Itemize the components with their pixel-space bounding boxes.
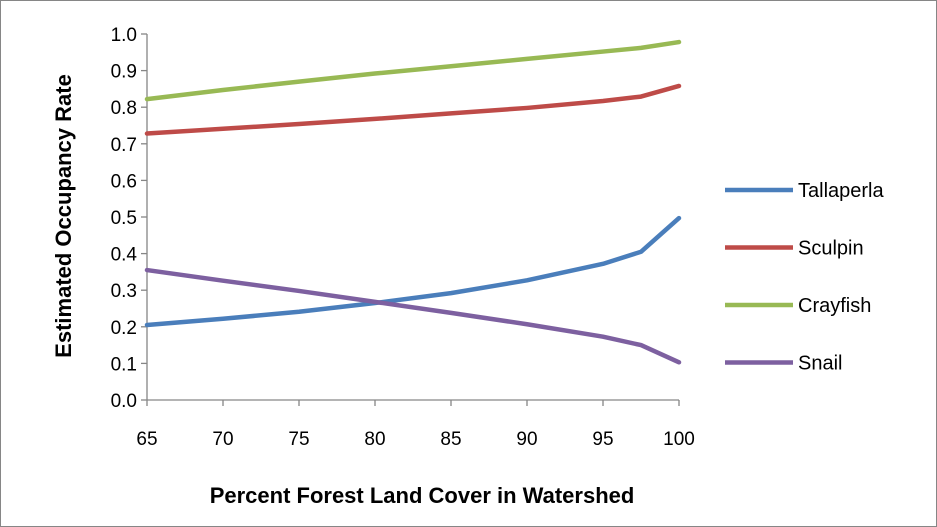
series-line-crayfish [144, 39, 682, 102]
series-line-tallaperla [144, 215, 682, 328]
y-tick-label: 0.3 [111, 281, 137, 302]
x-tick-label: 80 [364, 429, 385, 450]
x-axis-title: Percent Forest Land Cover in Watershed [210, 483, 635, 508]
legend-label-tallaperla: Tallaperla [798, 180, 884, 202]
y-tick-label: 0.2 [111, 318, 137, 339]
x-tick-label: 65 [136, 429, 157, 450]
y-tick-label: 0.4 [111, 245, 138, 266]
x-tick-label: 70 [212, 429, 233, 450]
y-tick-label: 0.0 [111, 391, 137, 412]
x-tick-label: 85 [440, 429, 461, 450]
y-tick-label: 0.7 [111, 135, 137, 156]
legend-label-crayfish: Crayfish [798, 295, 871, 317]
legend-label-snail: Snail [798, 353, 842, 375]
x-tick-label: 90 [516, 429, 537, 450]
series-line-snail [144, 267, 682, 365]
legend: Tallaperla Sculpin Crayfish Snail [725, 180, 884, 375]
axes [141, 33, 680, 406]
y-tick-label: 1.0 [111, 25, 137, 46]
y-tick-label: 0.8 [111, 98, 137, 119]
y-tick-label: 0.1 [111, 354, 137, 375]
y-axis-title: Estimated Occupancy Rate [51, 74, 76, 358]
tick-labels: 0.0 0.1 0.2 0.3 0.4 0.5 0.6 0.7 0.8 0.9 1.0 65 70 75 8… [111, 25, 695, 450]
y-tick-label: 0.6 [111, 171, 137, 192]
y-tick-label: 0.9 [111, 62, 137, 83]
legend-label-sculpin: Sculpin [798, 238, 864, 260]
y-tick-label: 0.5 [111, 208, 137, 229]
x-tick-label: 75 [288, 429, 309, 450]
x-tick-label: 95 [592, 429, 613, 450]
series-lines [144, 39, 682, 365]
x-tick-label: 100 [663, 429, 695, 450]
series-line-sculpin [144, 83, 682, 136]
